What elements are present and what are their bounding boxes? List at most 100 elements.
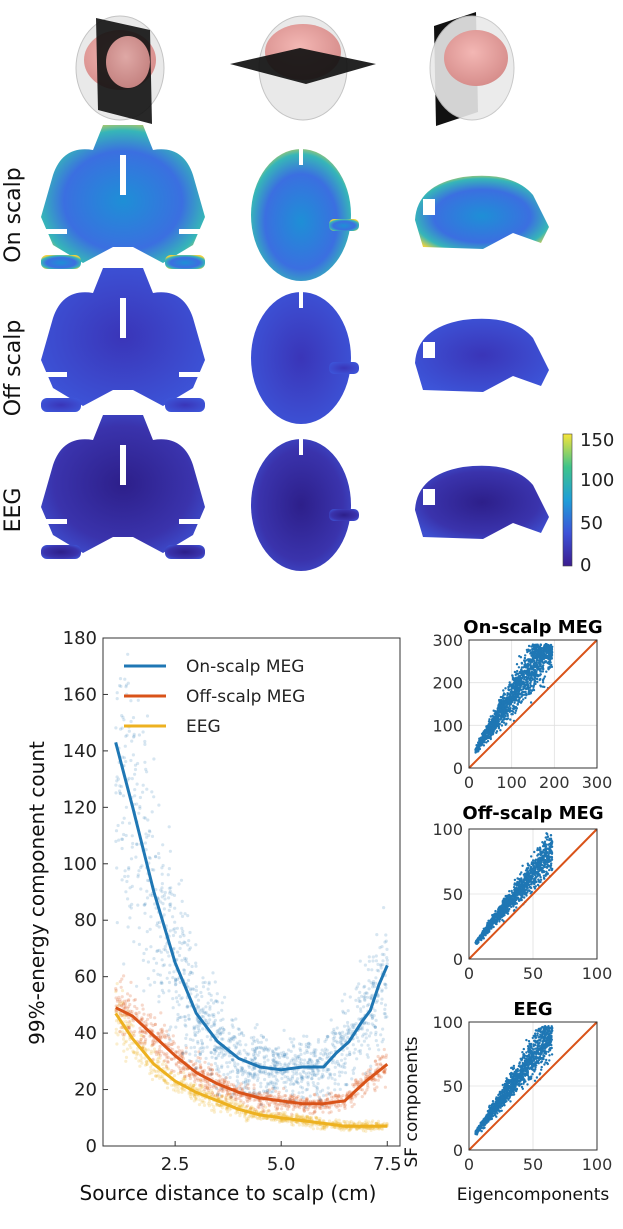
scatter-point <box>254 1091 258 1095</box>
scatter-point <box>135 984 139 988</box>
scatter-point <box>193 1053 197 1057</box>
scatter-point <box>185 1033 189 1037</box>
scatter-point <box>174 1025 178 1029</box>
y-tick-label: 120 <box>63 797 97 818</box>
scatter-point <box>199 990 203 995</box>
scatter-point <box>368 996 372 1000</box>
scatter-point <box>363 1121 367 1125</box>
scatter-point <box>226 1072 230 1076</box>
scatter-point <box>529 681 532 684</box>
scatter-point <box>529 672 533 675</box>
scatter-point <box>246 1081 250 1086</box>
scatter-point <box>118 684 122 688</box>
scatter-point <box>208 1068 213 1072</box>
scatter-point <box>239 1087 243 1091</box>
scatter-point <box>364 1036 368 1040</box>
scatter-point <box>144 767 148 772</box>
scatter-point <box>133 1004 137 1009</box>
scatter-point <box>525 693 528 696</box>
scatter-point <box>485 727 488 730</box>
scatter-point <box>121 821 125 825</box>
scatter-point <box>250 1115 254 1119</box>
scatter-point <box>490 732 493 736</box>
scatter-point <box>354 1082 358 1086</box>
scatter-point <box>207 1091 211 1095</box>
source-map-ax <box>251 149 359 281</box>
scatter-point <box>126 925 130 929</box>
scatter-point <box>170 1069 174 1073</box>
scatter-point <box>291 1043 295 1047</box>
scatter-point <box>141 790 145 794</box>
scatter-point <box>293 1062 297 1066</box>
scatter-point <box>209 1050 213 1054</box>
scatter-point <box>315 1126 320 1131</box>
scatter-point <box>339 1058 344 1062</box>
scatter-point <box>212 1001 216 1005</box>
scatter-point <box>145 1060 149 1064</box>
scatter-point <box>128 916 132 920</box>
scatter-point <box>230 1023 234 1027</box>
scatter-point <box>199 1083 203 1087</box>
scatter-point <box>232 1101 236 1105</box>
scatter-point <box>374 1039 378 1043</box>
source-map-ax <box>251 439 359 571</box>
scatter-point <box>134 855 138 859</box>
scatter-point <box>319 1127 323 1131</box>
scatter-point <box>368 1069 372 1074</box>
scatter-point <box>200 1086 204 1090</box>
scatter-point <box>200 1046 204 1050</box>
scatter-point <box>332 1044 336 1048</box>
scatter-point <box>267 1109 271 1113</box>
scatter-point <box>160 1062 165 1066</box>
scatter-point <box>166 950 170 954</box>
scatter-point <box>299 1116 303 1120</box>
scatter-point <box>162 1023 167 1027</box>
scatter-point <box>334 1039 338 1043</box>
scatter-point <box>539 670 542 673</box>
scatter-point <box>133 1030 137 1034</box>
scatter-point <box>161 843 165 847</box>
scatter-point <box>133 794 137 798</box>
scatter-point <box>154 1070 158 1074</box>
scatter-point <box>291 1089 295 1093</box>
source-maps <box>41 125 549 571</box>
scatter-point <box>219 1103 223 1107</box>
scatter-point <box>122 974 126 978</box>
scatter-point <box>291 1107 295 1112</box>
scatter-point <box>371 955 375 959</box>
scatter-point <box>383 982 387 986</box>
scatter-point <box>282 1113 286 1117</box>
scatter-point <box>516 669 519 673</box>
scatter-point <box>228 1113 233 1117</box>
scatter-point <box>326 1091 330 1095</box>
scatter-point <box>182 1074 187 1078</box>
scatter-point <box>183 1075 187 1079</box>
scatter-point <box>204 1005 208 1009</box>
scatter-point <box>333 1078 337 1082</box>
scatter-point <box>143 841 147 845</box>
scatter-point <box>264 1116 268 1120</box>
scatter-point <box>126 897 130 901</box>
scatter-point <box>547 651 550 655</box>
scatter-point <box>236 1051 240 1055</box>
scatter-point <box>279 1051 283 1055</box>
scatter-point <box>175 1000 179 1004</box>
scatter-point <box>133 788 137 792</box>
scatter-point <box>297 1054 301 1058</box>
scatter-point <box>127 866 131 870</box>
scatter-point <box>227 1054 231 1058</box>
scatter-point <box>527 866 530 870</box>
scatter-point <box>337 1070 342 1074</box>
scatter-point <box>500 724 504 727</box>
scatter-point <box>157 1047 162 1052</box>
scatter-point <box>204 1091 209 1095</box>
scatter-point <box>511 676 515 680</box>
scatter-point <box>275 1060 279 1064</box>
scatter-point <box>178 935 182 939</box>
scatter-point <box>225 1061 229 1065</box>
scatter-point <box>266 1108 270 1112</box>
scatter-point <box>362 1032 366 1036</box>
scatter-point <box>165 976 169 980</box>
scatter-point <box>274 1047 278 1051</box>
scatter-point <box>511 713 514 716</box>
